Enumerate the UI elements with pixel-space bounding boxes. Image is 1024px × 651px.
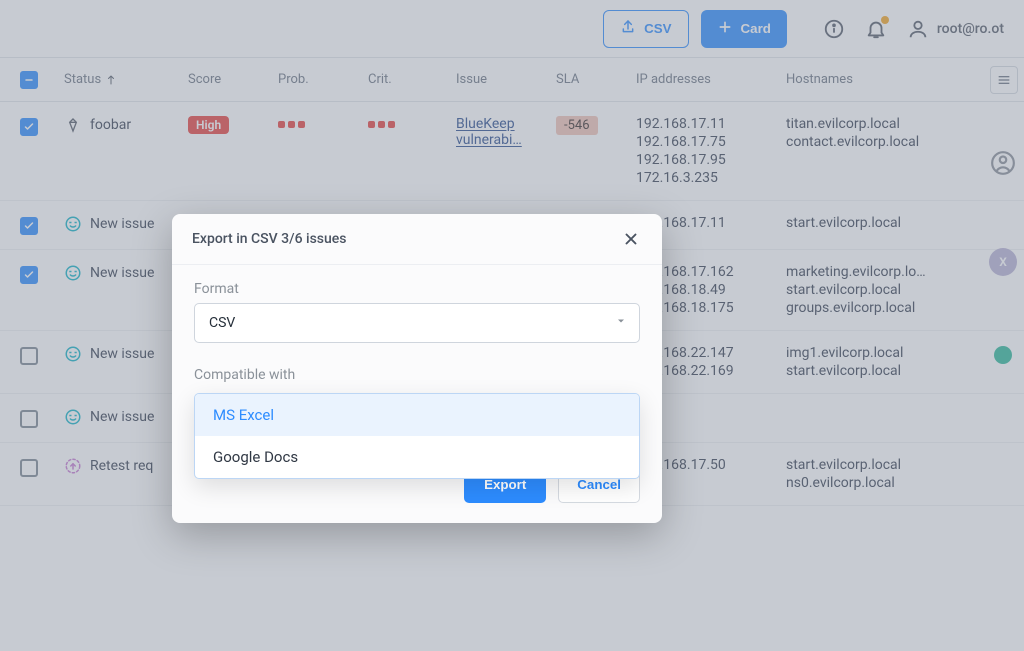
export-modal: Export in CSV 3/6 issues Format CSV Comp… bbox=[172, 214, 662, 523]
dropdown-item-excel[interactable]: MS Excel bbox=[195, 394, 639, 436]
format-select[interactable]: CSV bbox=[194, 303, 640, 343]
format-label: Format bbox=[194, 281, 640, 297]
compat-section: Compatible with MS Excel Google Docs bbox=[194, 367, 640, 383]
modal-body: Format CSV Compatible with MS Excel Goog… bbox=[172, 265, 662, 395]
dropdown-item-gdocs[interactable]: Google Docs bbox=[195, 436, 639, 478]
compat-dropdown: MS Excel Google Docs bbox=[194, 393, 640, 479]
modal-title: Export in CSV 3/6 issues bbox=[192, 231, 347, 247]
modal-header: Export in CSV 3/6 issues bbox=[172, 214, 662, 265]
format-value: CSV bbox=[209, 315, 235, 331]
close-icon[interactable] bbox=[620, 228, 642, 250]
chevron-down-icon bbox=[615, 315, 627, 331]
app-root: CSV Card root@ro.ot bbox=[0, 0, 1024, 651]
compat-label: Compatible with bbox=[194, 367, 640, 383]
